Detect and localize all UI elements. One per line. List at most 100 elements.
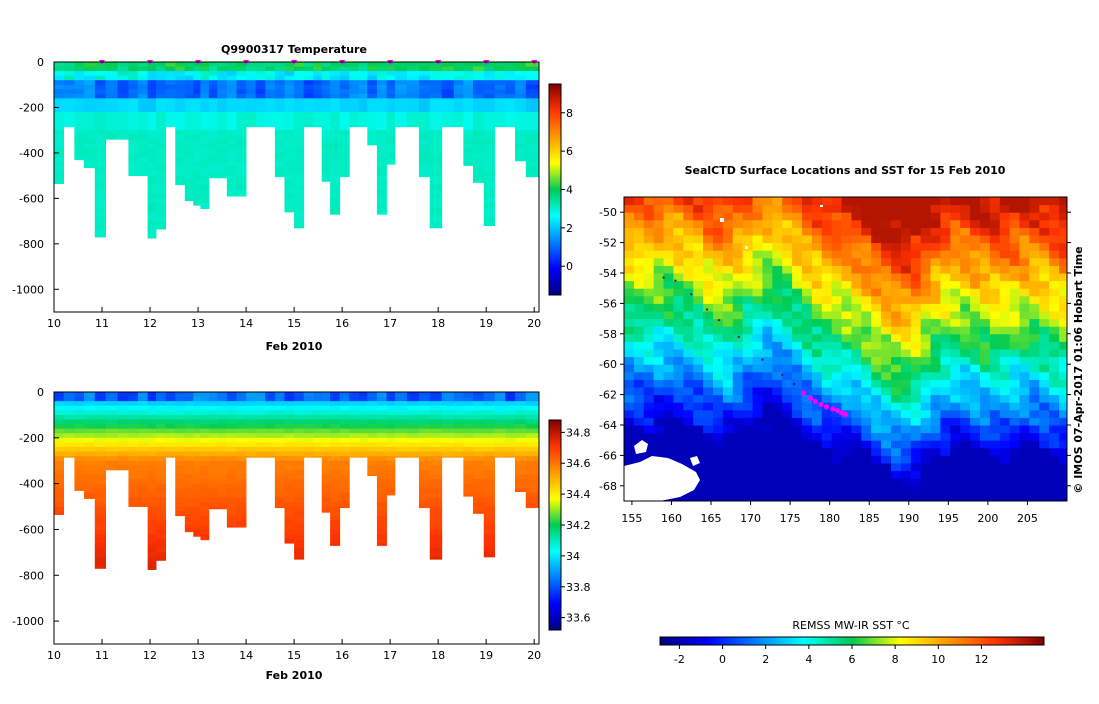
sst-cell bbox=[841, 333, 852, 342]
salinity-cell bbox=[429, 442, 443, 448]
sst-cell bbox=[801, 387, 813, 396]
salinity-cell bbox=[184, 401, 194, 407]
sst-cell bbox=[851, 280, 862, 289]
sst-cell bbox=[979, 447, 991, 456]
salinity-cell bbox=[138, 410, 149, 416]
temperature-cell bbox=[330, 189, 341, 195]
sst-cell bbox=[624, 288, 635, 297]
temperature-cell bbox=[472, 180, 485, 183]
colorbar-tick-label: 34.8 bbox=[566, 426, 591, 439]
sst-colorbar-tick-label: -2 bbox=[674, 653, 685, 666]
sst-cell bbox=[1009, 349, 1021, 358]
salinity-cell bbox=[330, 483, 341, 489]
salinity-cell bbox=[147, 566, 157, 570]
temperature-cell bbox=[105, 71, 119, 77]
salinity-cell bbox=[105, 437, 119, 443]
temperature-cell bbox=[236, 184, 247, 190]
salinity-cell bbox=[483, 456, 495, 462]
salinity-cell bbox=[246, 442, 257, 448]
sst-cell bbox=[693, 341, 704, 350]
sst-cell bbox=[732, 341, 744, 350]
temperature-cell bbox=[128, 116, 139, 122]
temperature-cell bbox=[376, 134, 387, 140]
sst-cell bbox=[722, 447, 734, 456]
sst-cell bbox=[792, 356, 803, 365]
sst-cell bbox=[890, 364, 902, 373]
temperature-cell bbox=[94, 216, 107, 222]
sst-cell bbox=[722, 371, 734, 380]
temperature-cell bbox=[441, 71, 455, 77]
salinity-cell bbox=[463, 437, 474, 443]
salinity-cell bbox=[226, 479, 237, 485]
sst-cell bbox=[960, 273, 971, 282]
sst-cell bbox=[742, 364, 754, 373]
sst-cell bbox=[999, 257, 1011, 266]
sst-cell bbox=[979, 257, 991, 266]
temperature-cell bbox=[94, 180, 107, 186]
salinity-cell bbox=[472, 442, 485, 448]
temperature-cell bbox=[321, 98, 331, 104]
salinity-cell bbox=[200, 488, 210, 494]
salinity-cell bbox=[165, 419, 176, 425]
salinity-cell bbox=[429, 524, 443, 530]
sst-cell bbox=[960, 493, 971, 501]
sst-cell bbox=[920, 341, 932, 350]
salinity-cell bbox=[418, 479, 431, 485]
sst-cell bbox=[960, 364, 971, 373]
sst-cell bbox=[782, 371, 793, 380]
sst-cell bbox=[663, 235, 674, 244]
sst-cell bbox=[1009, 485, 1021, 494]
temperature-cell bbox=[406, 125, 420, 128]
temperature-cell bbox=[294, 71, 305, 77]
salinity-cell bbox=[193, 474, 201, 480]
salinity-cell bbox=[94, 428, 107, 434]
temperature-cell bbox=[284, 116, 295, 122]
salinity-cell bbox=[376, 479, 387, 485]
temperature-cell bbox=[217, 162, 228, 167]
sst-cell bbox=[1059, 356, 1067, 365]
sst-cell bbox=[940, 371, 951, 380]
sst-cell bbox=[762, 227, 773, 236]
sst-cell bbox=[960, 242, 971, 251]
temperature-cell bbox=[200, 180, 210, 186]
sst-cell bbox=[1029, 409, 1040, 418]
salinity-cell bbox=[406, 428, 420, 434]
sst-cell bbox=[811, 417, 823, 426]
sst-cell bbox=[1019, 485, 1030, 494]
sst-cell bbox=[722, 417, 734, 426]
y-tick-label: 0 bbox=[37, 386, 44, 399]
temperature-cell bbox=[193, 66, 201, 72]
temperature-cell bbox=[386, 62, 396, 67]
salinity-cell bbox=[294, 492, 305, 498]
temperature-cell bbox=[339, 102, 350, 108]
sst-cell bbox=[831, 387, 843, 396]
sst-cell bbox=[782, 326, 793, 335]
temperature-cell bbox=[63, 80, 75, 86]
salinity-cell bbox=[284, 424, 295, 430]
sst-cell bbox=[772, 478, 783, 487]
x-tick-label: 14 bbox=[239, 317, 253, 330]
temperature-cell bbox=[138, 125, 149, 131]
salinity-cell bbox=[294, 465, 305, 471]
temperature-cell bbox=[386, 75, 396, 81]
salinity-cell bbox=[184, 456, 194, 462]
salinity-cell bbox=[147, 543, 157, 549]
temperature-cell bbox=[236, 157, 247, 163]
temperature-cell bbox=[94, 130, 107, 136]
temperature-cell bbox=[394, 102, 408, 108]
temperature-cell bbox=[418, 171, 431, 177]
temperature-cell bbox=[284, 112, 295, 117]
temperature-cell bbox=[208, 80, 218, 86]
temperature-cell bbox=[193, 130, 201, 136]
salinity-cell bbox=[483, 515, 495, 521]
sst-cell bbox=[831, 455, 843, 464]
salinity-cell bbox=[358, 401, 368, 407]
salinity-cell bbox=[525, 474, 540, 480]
sst-cell bbox=[732, 235, 744, 244]
sst-cell bbox=[831, 257, 843, 266]
temperature-cell bbox=[418, 75, 431, 81]
temperature-cell bbox=[463, 143, 474, 149]
sst-cell bbox=[871, 250, 882, 259]
temperature-cell bbox=[339, 171, 350, 177]
sst-cell bbox=[752, 447, 763, 456]
